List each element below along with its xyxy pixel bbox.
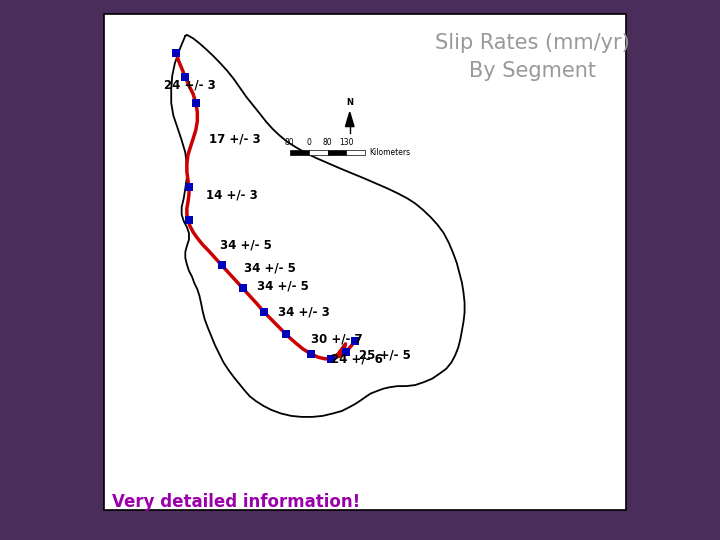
Text: 130: 130: [339, 138, 354, 147]
Point: [340, 348, 351, 356]
Text: 80: 80: [285, 138, 294, 147]
Point: [280, 329, 292, 338]
Text: 34 +/- 5: 34 +/- 5: [220, 238, 272, 251]
Bar: [289, 150, 309, 155]
Text: 30 +/- 7: 30 +/- 7: [310, 333, 362, 346]
Point: [305, 349, 316, 358]
Point: [183, 215, 194, 224]
Text: 80: 80: [323, 138, 333, 147]
Bar: [328, 150, 346, 155]
Text: Slip Rates (mm/yr)
By Segment: Slip Rates (mm/yr) By Segment: [436, 33, 630, 80]
Point: [183, 183, 194, 192]
Text: Very detailed information!: Very detailed information!: [112, 493, 360, 511]
Text: 14 +/- 3: 14 +/- 3: [206, 188, 258, 201]
Text: 17 +/- 3: 17 +/- 3: [209, 132, 261, 145]
Bar: [309, 150, 328, 155]
Text: 24 +/- 6: 24 +/- 6: [331, 352, 383, 365]
Text: Kilometers: Kilometers: [369, 148, 410, 157]
Text: 0: 0: [306, 138, 311, 147]
Polygon shape: [346, 112, 354, 126]
Text: 25 +/- 5: 25 +/- 5: [359, 349, 411, 362]
Point: [258, 307, 269, 316]
Point: [349, 337, 361, 346]
Point: [190, 99, 202, 107]
Text: N: N: [346, 98, 354, 107]
Point: [216, 261, 228, 269]
Text: 34 +/- 3: 34 +/- 3: [278, 305, 330, 318]
Point: [179, 73, 191, 82]
Text: 34 +/- 5: 34 +/- 5: [257, 279, 309, 292]
Bar: [104, 14, 626, 510]
Point: [325, 354, 337, 363]
Bar: [346, 150, 365, 155]
Point: [237, 284, 248, 293]
Point: [171, 49, 182, 58]
Text: 24 +/- 3: 24 +/- 3: [164, 78, 216, 91]
Text: 34 +/- 5: 34 +/- 5: [244, 261, 296, 274]
